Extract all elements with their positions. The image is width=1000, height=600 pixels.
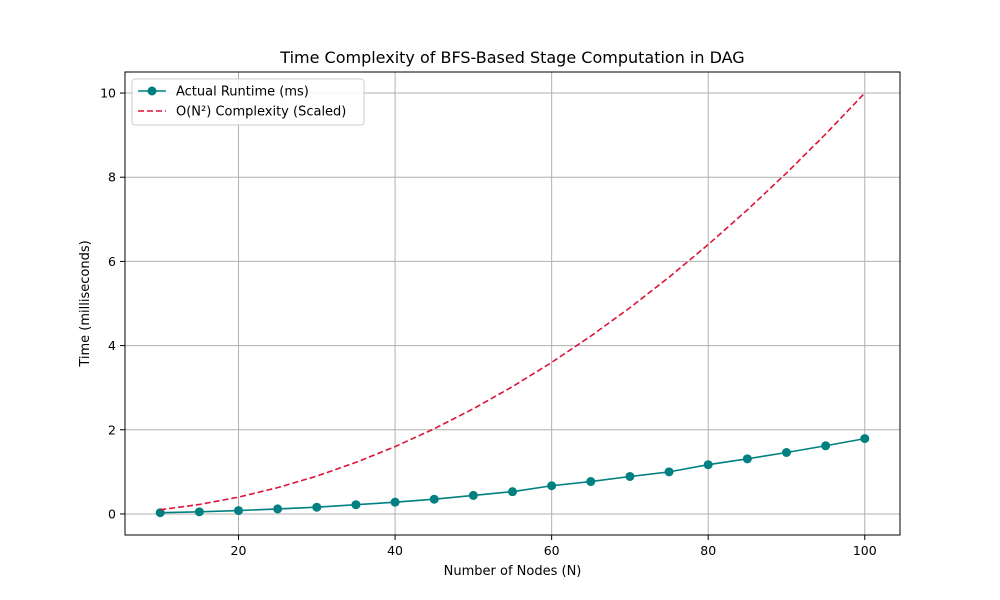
legend-box: [131, 78, 365, 126]
data-point: [821, 441, 831, 451]
x-tick-label: 40: [387, 543, 403, 558]
data-point: [429, 494, 439, 504]
data-point: [351, 500, 361, 510]
y-tick-label: 0: [108, 506, 116, 521]
series-layer: [155, 92, 870, 518]
data-point: [390, 497, 400, 507]
data-point: [155, 508, 165, 518]
y-tick-label: 8: [108, 170, 116, 185]
data-point: [468, 490, 478, 500]
chart-title: Time Complexity of BFS-Based Stage Compu…: [279, 48, 744, 67]
data-point: [547, 481, 557, 491]
ticks: 20 40 60 80 100 0 2 4 6 8 10: [100, 86, 877, 558]
y-tick-label: 4: [108, 338, 116, 353]
data-point: [781, 448, 791, 458]
y-tick-label: 10: [100, 86, 116, 101]
x-axis-label: Number of Nodes (N): [444, 564, 582, 579]
data-point: [273, 504, 283, 514]
series-line-1: [160, 92, 866, 511]
y-tick-label: 2: [108, 422, 116, 437]
plot-frame: [124, 71, 901, 536]
data-point: [625, 471, 635, 481]
y-tick-label: 6: [108, 254, 116, 269]
x-tick-label: 80: [700, 543, 716, 558]
data-point: [312, 502, 322, 512]
data-point: [194, 507, 204, 517]
data-point: [860, 434, 870, 444]
legend-label-complexity: O(N²) Complexity (Scaled): [176, 105, 346, 120]
y-axis-label: Time (milliseconds): [78, 240, 93, 367]
legend: Actual Runtime (ms) O(N²) Complexity (Sc…: [131, 78, 365, 126]
x-tick-label: 60: [544, 543, 560, 558]
legend-label-actual-runtime: Actual Runtime (ms): [176, 85, 309, 100]
grid: [125, 72, 900, 535]
data-point: [234, 506, 244, 516]
data-point: [586, 477, 596, 487]
data-point: [508, 487, 517, 497]
x-tick-label: 100: [853, 543, 877, 558]
legend-marker-actual-runtime: [147, 86, 157, 96]
data-point: [742, 454, 752, 464]
data-point: [664, 467, 674, 477]
data-point: [703, 460, 713, 470]
x-tick-label: 20: [231, 543, 247, 558]
